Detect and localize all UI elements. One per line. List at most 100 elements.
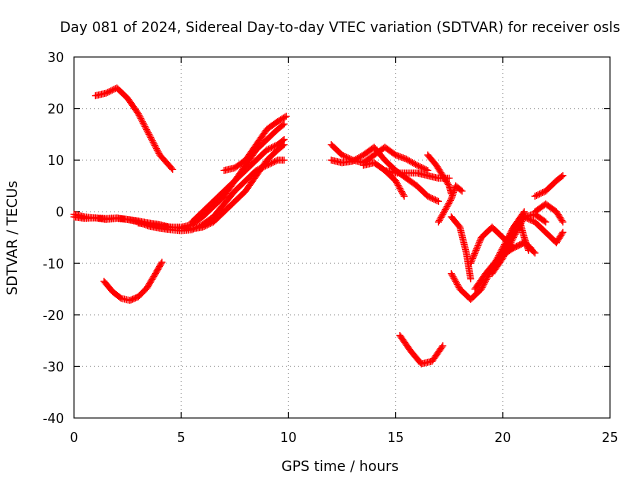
series-arc-21 — [531, 172, 567, 200]
data-point — [108, 86, 116, 94]
y-tick-label: 20 — [47, 103, 64, 118]
data-point — [440, 207, 448, 215]
data-point — [445, 199, 453, 207]
y-tick-label: 0 — [56, 206, 64, 221]
data-point — [455, 222, 463, 230]
data-point — [452, 279, 460, 287]
x-tick-label: 0 — [70, 431, 78, 446]
data-point — [511, 243, 519, 251]
data-point — [452, 277, 460, 285]
data-point — [479, 282, 487, 290]
data-point — [260, 163, 268, 171]
series-arc-16 — [467, 223, 539, 267]
data-point — [148, 137, 156, 145]
axis-ticks — [73, 56, 611, 419]
data-point — [514, 242, 522, 250]
data-point — [472, 246, 480, 254]
data-point — [526, 216, 534, 224]
data-point — [266, 160, 274, 168]
data-point — [282, 112, 290, 120]
data-point — [280, 136, 288, 144]
data-point — [135, 111, 143, 119]
data-point — [196, 222, 204, 230]
data-point — [453, 280, 461, 288]
data-point — [512, 229, 520, 237]
data-point — [144, 129, 152, 137]
data-point — [427, 194, 435, 202]
data-point — [467, 259, 475, 267]
data-point — [441, 206, 449, 214]
series-arc-04 — [188, 136, 288, 226]
data-point — [435, 216, 443, 224]
data-point — [425, 193, 433, 201]
data-point — [418, 164, 426, 172]
data-point — [443, 203, 451, 211]
data-point — [433, 197, 441, 205]
data-point — [263, 146, 271, 154]
data-point — [458, 187, 466, 195]
data-point — [558, 217, 566, 225]
data-point — [478, 283, 486, 291]
data-point — [476, 237, 484, 245]
data-point — [145, 130, 153, 138]
data-point — [500, 246, 508, 254]
x-tick-label: 5 — [177, 431, 185, 446]
data-point — [415, 162, 423, 170]
data-point — [137, 114, 145, 122]
data-point — [136, 113, 144, 121]
data-point — [507, 230, 515, 238]
data-point — [102, 89, 110, 97]
data-point — [450, 274, 458, 282]
series-arc-09 — [327, 143, 442, 205]
data-point — [146, 132, 154, 140]
data-point — [525, 215, 533, 223]
data-point — [559, 172, 567, 180]
data-point — [442, 204, 450, 212]
data-point — [446, 196, 454, 204]
data-point — [264, 161, 272, 169]
y-tick-label: -10 — [43, 257, 64, 272]
data-point — [254, 166, 262, 174]
data-point — [268, 159, 276, 167]
data-point — [399, 191, 407, 199]
data-point — [531, 192, 539, 200]
data-point — [539, 189, 547, 197]
data-point — [338, 151, 346, 159]
data-point — [440, 209, 448, 217]
data-point — [436, 215, 444, 223]
data-point — [474, 242, 482, 250]
data-point — [475, 240, 483, 248]
data-point — [116, 293, 124, 301]
data-point — [392, 177, 400, 185]
data-point — [400, 192, 408, 200]
chart-title: Day 081 of 2024, Sidereal Day-to-day VTE… — [60, 20, 620, 36]
plot-frame — [73, 56, 611, 419]
data-point — [530, 248, 538, 256]
data-point — [398, 188, 406, 196]
data-point — [430, 195, 438, 203]
data-point — [264, 145, 272, 153]
data-point — [511, 230, 519, 238]
data-point — [428, 194, 436, 202]
series-arc-06 — [91, 84, 177, 173]
data-point — [139, 119, 147, 127]
data-point — [559, 218, 567, 226]
data-point — [193, 224, 201, 232]
data-point — [438, 343, 446, 351]
data-point — [473, 243, 481, 251]
series-arc-22 — [396, 331, 447, 368]
data-point — [536, 190, 544, 198]
data-point — [520, 213, 528, 221]
axis-tick-labels: 0 5 10 15 20 25 -40 -30 -20 -10 0 10 20 30 — [43, 51, 619, 446]
data-point — [194, 223, 202, 231]
data-point — [152, 145, 160, 153]
data-point — [558, 230, 566, 238]
data-point — [448, 271, 456, 279]
data-point — [392, 178, 400, 186]
data-point — [469, 253, 477, 261]
data-point — [340, 152, 348, 160]
data-point — [150, 140, 158, 148]
data-point — [501, 243, 509, 251]
data-point — [151, 141, 159, 149]
